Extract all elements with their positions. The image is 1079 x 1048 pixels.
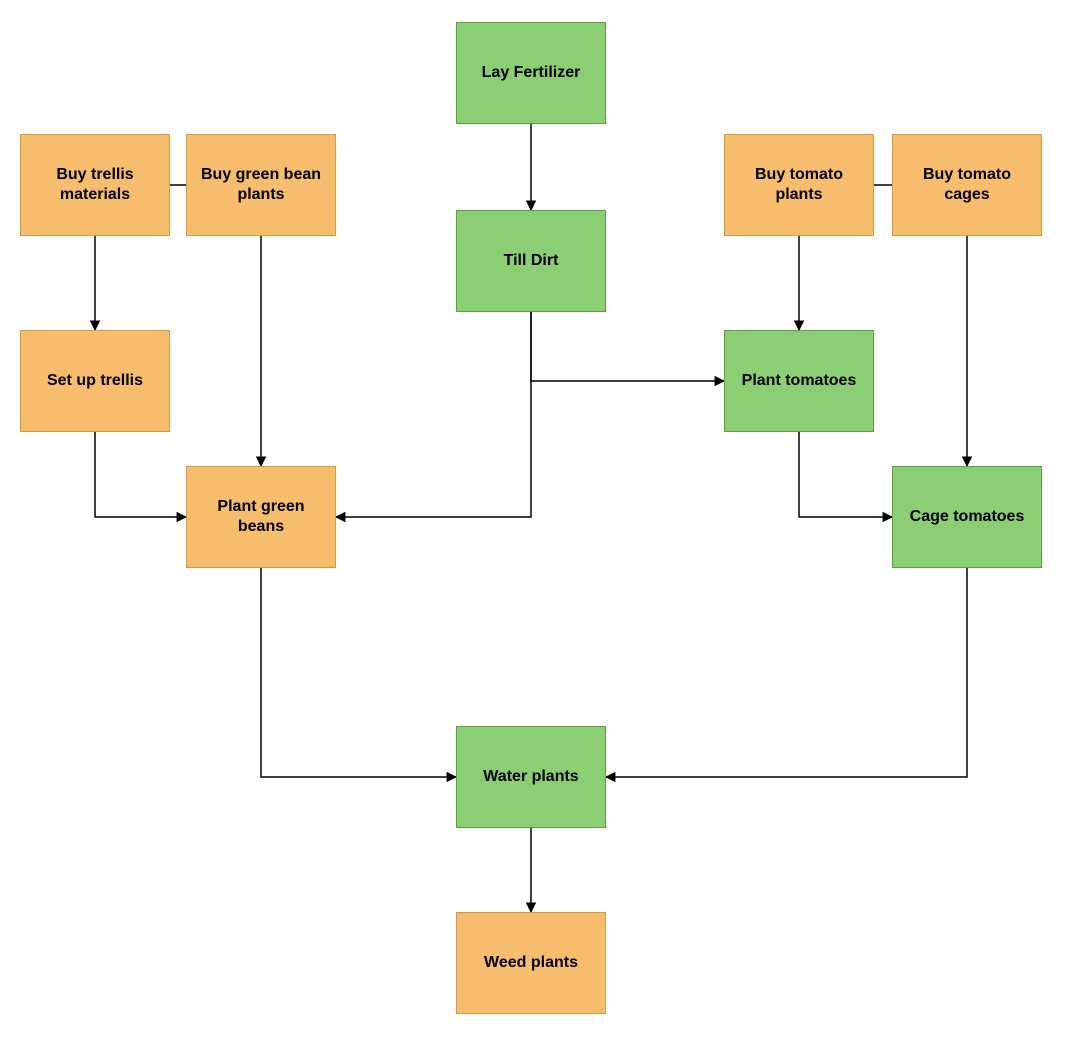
node-label: Till Dirt xyxy=(504,251,559,271)
edge-set-up-trellis-to-plant-green-beans xyxy=(95,432,186,517)
node-set-up-trellis: Set up trellis xyxy=(20,330,170,432)
node-buy-trellis: Buy trellis materials xyxy=(20,134,170,236)
node-buy-tomato-cages: Buy tomato cages xyxy=(892,134,1042,236)
node-label: Water plants xyxy=(483,767,578,787)
edge-cage-tomatoes-to-water-plants xyxy=(606,568,967,777)
node-label: Plant green beans xyxy=(197,497,325,537)
node-plant-green-beans: Plant green beans xyxy=(186,466,336,568)
node-label: Buy tomato cages xyxy=(903,165,1031,205)
node-cage-tomatoes: Cage tomatoes xyxy=(892,466,1042,568)
node-lay-fertilizer: Lay Fertilizer xyxy=(456,22,606,124)
node-label: Buy green bean plants xyxy=(197,165,325,205)
flowchart-canvas: Lay Fertilizer Buy trellis materials Buy g… xyxy=(0,0,1079,1048)
node-label: Weed plants xyxy=(484,953,578,973)
node-plant-tomatoes: Plant tomatoes xyxy=(724,330,874,432)
node-label: Lay Fertilizer xyxy=(482,63,581,83)
node-label: Buy trellis materials xyxy=(31,165,159,205)
node-label: Cage tomatoes xyxy=(910,507,1025,527)
edge-till-dirt-to-plant-green-beans xyxy=(336,312,531,517)
node-till-dirt: Till Dirt xyxy=(456,210,606,312)
node-buy-green-beans: Buy green bean plants xyxy=(186,134,336,236)
node-label: Plant tomatoes xyxy=(742,371,857,391)
edge-plant-tomatoes-to-cage-tomatoes xyxy=(799,432,892,517)
node-label: Buy tomato plants xyxy=(735,165,863,205)
edge-till-dirt-to-plant-tomatoes xyxy=(531,312,724,381)
node-weed-plants: Weed plants xyxy=(456,912,606,1014)
node-water-plants: Water plants xyxy=(456,726,606,828)
node-label: Set up trellis xyxy=(47,371,143,391)
edge-plant-green-beans-to-water-plants xyxy=(261,568,456,777)
node-buy-tomato-plants: Buy tomato plants xyxy=(724,134,874,236)
